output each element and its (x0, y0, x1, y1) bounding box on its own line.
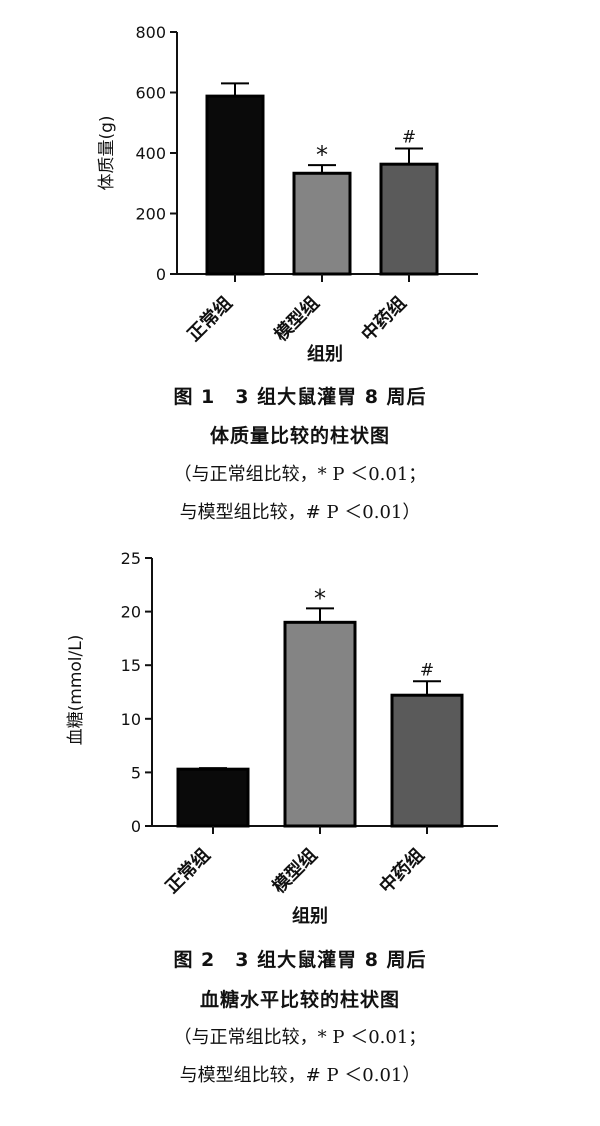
chart1-bar-2 (292, 171, 352, 276)
caption-2-title-line-1: 图 2 3 组大鼠灌胃 8 周后 (173, 949, 427, 971)
chart2-bar-2 (283, 620, 357, 828)
chart2-y-tick-label: 20 (121, 603, 141, 622)
chart1-bar-1 (205, 94, 265, 276)
chart1-category-label-3: 中药组 (357, 292, 411, 346)
chart1-significance-marker-3: # (402, 127, 416, 147)
caption-1-note-line-1: （与正常组比较，* P ＜0.01； (173, 464, 427, 485)
figure-1: 0 200 400 600 800 正常组 * 模型组 # 中药组 组别 体质量(g) 图 1 3 组… (0, 0, 600, 540)
chart2-category-label-2: 模型组 (268, 844, 322, 898)
chart1-category-label-2: 模型组 (270, 292, 324, 346)
caption-2-title-line-2: 血糖水平比较的柱状图 (199, 989, 400, 1011)
chart1-y-tick-label: 800 (135, 23, 166, 42)
chart2-x-axis-title: 组别 (292, 905, 328, 927)
chart1-y-tick-label: 400 (135, 144, 166, 163)
chart2-y-axis-title: 血糖(mmol/L) (66, 635, 86, 746)
caption-1-title-line-1: 图 1 3 组大鼠灌胃 8 周后 (173, 386, 427, 408)
chart2-bar-1 (176, 767, 250, 828)
chart2-y-tick-label: 0 (131, 817, 141, 836)
chart2-significance-marker-3: # (420, 660, 434, 680)
caption-1: 图 1 3 组大鼠灌胃 8 周后 体质量比较的柱状图 （与正常组比较，* P ＜… (0, 378, 600, 532)
chart1-bar-3 (379, 162, 439, 276)
chart2-y-tick-label: 25 (121, 549, 141, 568)
chart1-y-tick-label: 600 (135, 84, 166, 103)
chart2-y-tick-label: 5 (131, 763, 141, 782)
chart1-y-axis-title: 体质量(g) (97, 115, 117, 190)
caption-2-note-line-2: 与模型组比较，# P ＜0.01） (179, 1065, 421, 1086)
chart2-y-tick-label: 10 (121, 710, 141, 729)
chart2-y-tick-label: 15 (121, 656, 141, 675)
caption-1-title-line-2: 体质量比较的柱状图 (209, 425, 390, 447)
chart1-y-tick-label: 0 (156, 265, 166, 284)
caption-1-note-line-2: 与模型组比较，# P ＜0.01） (179, 502, 421, 523)
caption-2-note-line-1: （与正常组比较，* P ＜0.01； (173, 1027, 427, 1048)
chart1-y-tick-label: 200 (135, 205, 166, 224)
chart2-significance-marker-2: * (314, 584, 326, 612)
caption-2: 图 2 3 组大鼠灌胃 8 周后 血糖水平比较的柱状图 （与正常组比较，* P … (0, 940, 600, 1096)
chart2-bar-3 (390, 693, 464, 828)
chart1-category-label-1: 正常组 (183, 292, 237, 346)
chart1-significance-marker-2: * (316, 141, 328, 169)
chart2-category-label-1: 正常组 (161, 844, 215, 898)
chart2-category-label-3: 中药组 (375, 844, 429, 898)
figure-2: 0 5 10 15 20 25 正常组 * 模型组 # 中药组组别 血糖(mmol/L) 图 2 3 … (0, 540, 600, 1126)
chart1-x-axis-title: 组别 (307, 343, 343, 365)
